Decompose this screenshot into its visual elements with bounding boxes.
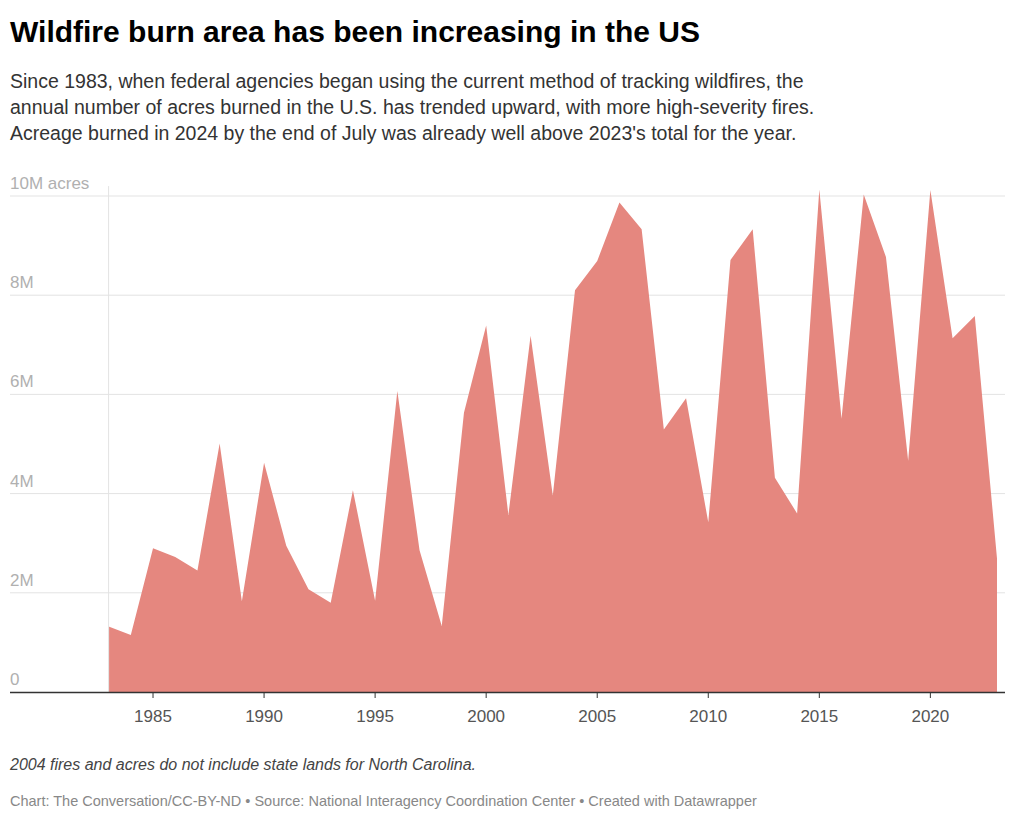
x-tick-label: 2010 — [689, 707, 727, 726]
y-tick-label: 4M — [10, 472, 34, 491]
x-tick — [264, 693, 265, 698]
grid-line — [10, 196, 1005, 197]
x-tick-label: 2015 — [800, 707, 838, 726]
chart: Wildfire burn area has been increasing i… — [0, 0, 1024, 823]
x-tick — [486, 693, 487, 698]
x-tick — [375, 693, 376, 698]
y-tick-label: 2M — [10, 571, 34, 590]
y-tick-label: 10M acres — [10, 174, 89, 193]
x-tick — [153, 693, 154, 698]
x-tick-label: 1995 — [356, 707, 394, 726]
x-tick — [819, 693, 820, 698]
x-tick-label: 2020 — [911, 707, 949, 726]
source: Chart: The Conversation/CC-BY-ND • Sourc… — [10, 793, 757, 809]
subtitle: Acreage burned in 2024 by the end of Jul… — [10, 122, 796, 144]
y-tick-label: 8M — [10, 273, 34, 292]
plot-area — [109, 190, 997, 692]
y-tick-label: 0 — [10, 670, 19, 689]
y-axis-line — [108, 186, 109, 692]
subtitle: annual number of acres burned in the U.S… — [10, 96, 814, 118]
x-tick-label: 2005 — [578, 707, 616, 726]
x-tick-label: 2000 — [467, 707, 505, 726]
note: 2004 fires and acres do not include stat… — [9, 756, 476, 773]
area — [109, 190, 997, 692]
x-tick-label: 1985 — [134, 707, 172, 726]
x-tick — [597, 693, 598, 698]
x-tick — [930, 693, 931, 698]
y-tick-label: 6M — [10, 372, 34, 391]
baseline — [10, 692, 1005, 694]
x-tick-label: 1990 — [245, 707, 283, 726]
x-tick — [708, 693, 709, 698]
title: Wildfire burn area has been increasing i… — [10, 15, 700, 48]
subtitle: Since 1983, when federal agencies began … — [10, 70, 803, 92]
